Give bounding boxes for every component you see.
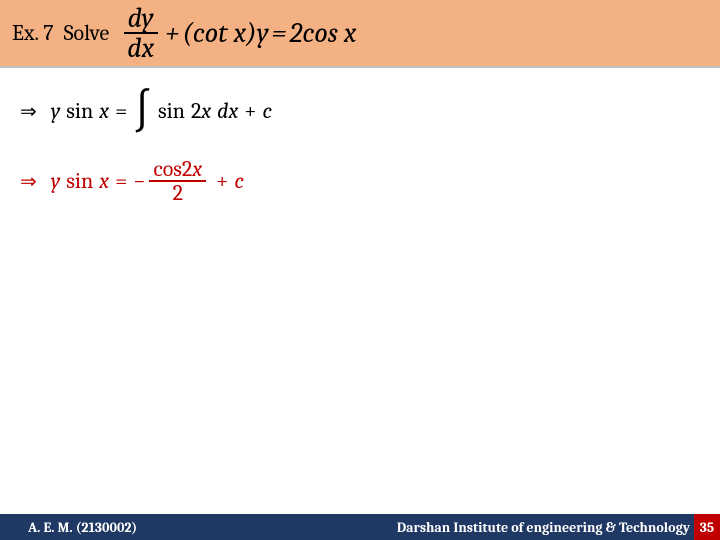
equals-sign: = (272, 17, 287, 49)
variable-x: x (99, 168, 109, 194)
fraction-denominator: dx (123, 34, 158, 62)
cot-function: cot (193, 17, 228, 49)
slide-footer: A. E. M. (2130002) Darshan Institute of … (0, 514, 720, 540)
variable-x: x (344, 17, 357, 49)
variable-x: x (99, 98, 109, 124)
variable-y: y (51, 168, 60, 194)
fraction-numerator: cos2x (149, 158, 206, 182)
variable-x: x (201, 98, 211, 124)
plus-sign: + (165, 17, 179, 49)
implies-arrow: ⇒ (20, 169, 37, 193)
equals-sign: = (115, 98, 127, 124)
fraction-numerator: dy (124, 4, 158, 34)
implies-arrow: ⇒ (20, 99, 37, 123)
plus-sign: + (216, 168, 228, 194)
solution-body: ⇒ y sin x = ∫ sin 2 x dx + c ⇒ y sin x =… (0, 68, 720, 204)
variable-x: x (234, 17, 247, 49)
footer-left-text: A. E. M. (2130002) (28, 519, 137, 536)
exercise-number: Ex. 7 (12, 20, 54, 46)
open-paren: ( (182, 17, 192, 49)
differential-dx: dx (217, 98, 238, 124)
minus-sign: − (133, 168, 145, 194)
solve-label: Solve (64, 20, 110, 46)
fraction-dydx: dy dx (123, 4, 158, 62)
problem-equation: dy dx + ( cot x ) y = 2 cos x (119, 4, 356, 62)
variable-x: x (192, 156, 202, 182)
equals-sign: = (115, 168, 127, 194)
cos-function: cos (153, 156, 181, 182)
fraction-denominator: 2 (169, 182, 187, 204)
coefficient-two: 2 (191, 98, 201, 124)
variable-y: y (51, 98, 60, 124)
page-number: 35 (694, 514, 720, 540)
solution-step-2: ⇒ y sin x = − cos2x 2 + c (20, 158, 700, 204)
sin-function: sin (158, 98, 185, 124)
variable-y: y (257, 17, 269, 49)
coefficient-two: 2 (182, 156, 192, 182)
solution-step-1: ⇒ y sin x = ∫ sin 2 x dx + c (20, 98, 700, 124)
sin-function: sin (66, 98, 93, 124)
footer-right: Darshan Institute of engineering & Techn… (397, 514, 720, 540)
plus-sign: + (244, 98, 256, 124)
constant-c: c (262, 98, 272, 124)
constant-c: c (234, 168, 244, 194)
close-paren: ) (246, 17, 256, 49)
coefficient-two: 2 (290, 17, 303, 49)
sin-function: sin (66, 168, 93, 194)
cos-function: cos (302, 17, 338, 49)
footer-right-text: Darshan Institute of engineering & Techn… (397, 519, 690, 536)
fraction-result: cos2x 2 (149, 158, 206, 204)
integral-symbol: ∫ (133, 98, 152, 124)
problem-header: Ex. 7 Solve dy dx + ( cot x ) y = 2 cos … (0, 0, 720, 68)
